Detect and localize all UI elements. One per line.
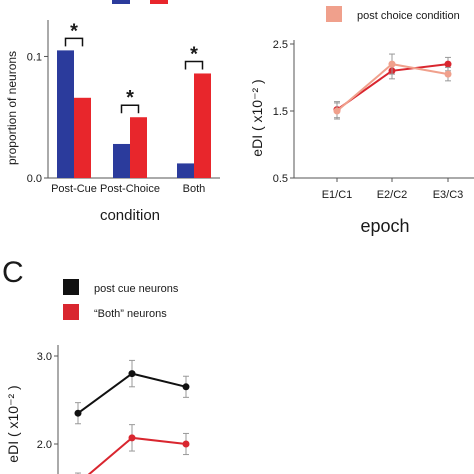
bar-post-choice-1 — [130, 117, 147, 178]
ytick-label: 1.5 — [273, 106, 288, 118]
data-point — [182, 440, 190, 448]
bar-category-label: Post-Choice — [100, 183, 160, 195]
legend-swatch-post-choice — [326, 6, 342, 22]
ytick-label: 2.5 — [273, 39, 288, 51]
xtick-label: E3/C3 — [433, 189, 464, 201]
bar-category-label: Both — [183, 183, 206, 195]
lineb-xlabel: epoch — [360, 216, 409, 236]
bar-post-cue-0 — [57, 50, 74, 179]
data-point — [74, 409, 82, 417]
linec-ylabel: eDI ( x10⁻² ) — [5, 385, 21, 462]
data-point — [128, 370, 136, 378]
bar-ylabel: proportion of neurons — [5, 51, 19, 165]
bar-post-choice-0 — [113, 143, 130, 178]
legend-swatch-red — [150, 0, 168, 4]
bar-xlabel: condition — [100, 207, 160, 224]
data-point — [388, 60, 396, 68]
bar-both-1 — [194, 73, 211, 178]
xtick-label: E1/C1 — [322, 189, 353, 201]
ytick-label: 0.5 — [273, 173, 288, 185]
data-point — [182, 383, 190, 391]
bar-ytick-label: 0.0 — [27, 173, 42, 185]
significance-bracket — [64, 37, 84, 47]
legend-post-cue-label: post cue neurons — [94, 283, 179, 295]
bar-both-0 — [177, 163, 194, 178]
data-point — [128, 434, 136, 442]
panel-line-chart-b: post choice condition 0.5 1.5 2.5 E1/C1 E2/C… — [249, 6, 474, 236]
ytick-label: 2.0 — [37, 439, 52, 451]
ytick-label: 3.0 — [37, 351, 52, 363]
data-point — [444, 60, 452, 68]
legend-swatch-blue — [112, 0, 130, 4]
significance-star: * — [70, 20, 78, 42]
bar-ytick-label: 0.1 — [27, 51, 42, 63]
panel-bar-chart: 0.0 0.1 Post-Cue Post-Choice Both * * * propo… — [5, 0, 220, 224]
data-point — [444, 70, 452, 78]
panel-c-label: C — [2, 256, 24, 289]
significance-star: * — [126, 87, 134, 109]
significance-bracket — [184, 60, 204, 70]
lineb-ylabel: eDI ( x10⁻² ) — [249, 79, 265, 156]
legend-swatch-post-cue — [63, 279, 79, 295]
significance-star: * — [190, 43, 198, 65]
significance-bracket — [120, 104, 140, 114]
legend-both-label: “Both” neurons — [94, 308, 167, 320]
bar-category-label: Post-Cue — [51, 183, 97, 195]
legend-swatch-both — [63, 304, 79, 320]
xtick-label: E2/C2 — [377, 189, 408, 201]
data-point — [333, 107, 341, 115]
bar-post-cue-1 — [74, 97, 91, 178]
legend-post-choice-label: post choice condition — [357, 10, 460, 22]
panel-line-chart-c: C post cue neurons “Both” neurons 2.0 3.0… — [2, 256, 190, 474]
